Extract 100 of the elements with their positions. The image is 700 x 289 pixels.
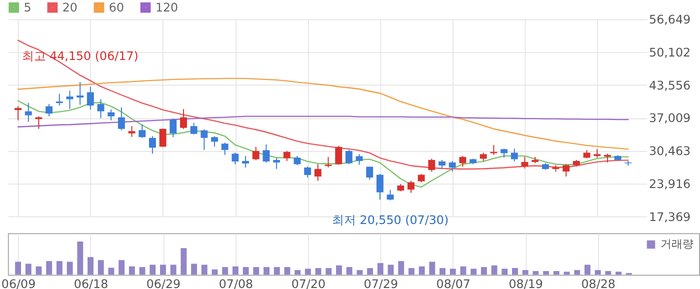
candlestick — [24, 102, 32, 122]
legend-label: 5 — [24, 0, 32, 14]
candlestick — [510, 148, 518, 162]
candlestick — [428, 158, 436, 172]
x-tick-label: 06/18 — [74, 277, 108, 289]
candlestick — [500, 148, 508, 158]
bar — [66, 262, 73, 275]
bar — [15, 262, 22, 275]
bar — [304, 268, 311, 275]
candlestick — [66, 90, 74, 110]
bar — [315, 268, 322, 275]
bar — [480, 267, 487, 275]
bar — [418, 266, 425, 275]
bar — [118, 260, 125, 275]
legend-label: 거래량 — [660, 237, 694, 250]
bar — [594, 270, 601, 275]
candlestick — [138, 124, 146, 138]
candlestick — [324, 156, 332, 168]
y-tick-label: 56,649 — [649, 12, 691, 27]
candlestick — [314, 164, 322, 182]
candlestick — [86, 86, 94, 110]
legend-label: 60 — [108, 0, 124, 14]
candlestick — [190, 122, 198, 135]
candlestick — [283, 150, 290, 162]
y-tick-label: 37,009 — [649, 111, 691, 126]
candlestick — [366, 166, 374, 180]
bar — [284, 267, 290, 275]
y-tick-label: 43,556 — [649, 78, 691, 92]
candlestick — [211, 136, 218, 148]
bar — [98, 260, 104, 275]
candlestick — [356, 154, 363, 166]
candlestick — [294, 155, 301, 166]
candlestick — [232, 152, 239, 165]
bar — [264, 267, 270, 275]
bar — [139, 267, 146, 275]
x-tick-label: 07/20 — [291, 277, 326, 289]
candlestick — [335, 145, 342, 166]
legend-label: 120 — [155, 0, 178, 14]
bar — [408, 268, 414, 275]
bar — [150, 264, 156, 275]
candlestick — [304, 166, 312, 178]
bar — [25, 264, 32, 275]
candlestick — [46, 104, 53, 117]
bar — [253, 267, 260, 275]
candlestick — [273, 157, 280, 170]
candlestick — [180, 108, 187, 130]
candlestick — [521, 156, 528, 169]
bar — [398, 261, 404, 275]
bar — [605, 271, 612, 275]
candlestick — [345, 149, 352, 165]
bar — [160, 264, 166, 275]
candlestick — [149, 136, 156, 154]
candlestick — [562, 164, 570, 178]
bar — [88, 257, 94, 275]
bar — [543, 271, 550, 275]
bar — [429, 262, 436, 275]
bar — [191, 264, 198, 275]
y-tick-label: 17,369 — [649, 210, 691, 224]
bar — [574, 270, 580, 275]
bar — [46, 261, 52, 275]
bar — [512, 268, 518, 275]
line-series — [17, 78, 629, 150]
candlestick — [118, 106, 125, 131]
candlestick — [242, 155, 249, 168]
candlestick — [252, 146, 260, 161]
bar — [491, 265, 498, 275]
annotation: 최고 44,150 (06/17) — [22, 49, 138, 64]
x-tick-label: 08/07 — [436, 277, 470, 289]
bar — [346, 267, 352, 275]
candlestick — [262, 144, 270, 163]
bar — [56, 261, 62, 275]
bar — [616, 272, 622, 275]
bar — [564, 272, 570, 275]
candlestick — [159, 128, 166, 148]
candlestick — [408, 180, 414, 194]
bar — [222, 267, 228, 275]
x-tick-label: 06/09 — [1, 277, 36, 289]
bar — [336, 265, 342, 275]
bar — [170, 264, 176, 275]
y-tick-label: 30,463 — [649, 144, 691, 158]
bar — [522, 270, 528, 275]
legend-label: 20 — [62, 0, 78, 14]
y-tick-label: 23,916 — [649, 176, 691, 191]
bar — [274, 267, 280, 275]
bar — [440, 268, 446, 275]
bar — [128, 266, 135, 275]
line-series — [17, 40, 629, 170]
candlestick — [448, 160, 456, 172]
bar — [356, 270, 363, 275]
annotation: 최저 20,550 (07/30) — [332, 213, 449, 228]
candlestick — [438, 159, 446, 170]
candlestick — [170, 118, 177, 138]
bar — [232, 266, 238, 275]
bar — [532, 271, 539, 275]
bar — [377, 263, 384, 275]
candlestick — [108, 109, 115, 121]
bar — [388, 264, 394, 275]
candlestick — [221, 142, 228, 156]
bar — [450, 268, 456, 275]
bar — [77, 241, 84, 275]
